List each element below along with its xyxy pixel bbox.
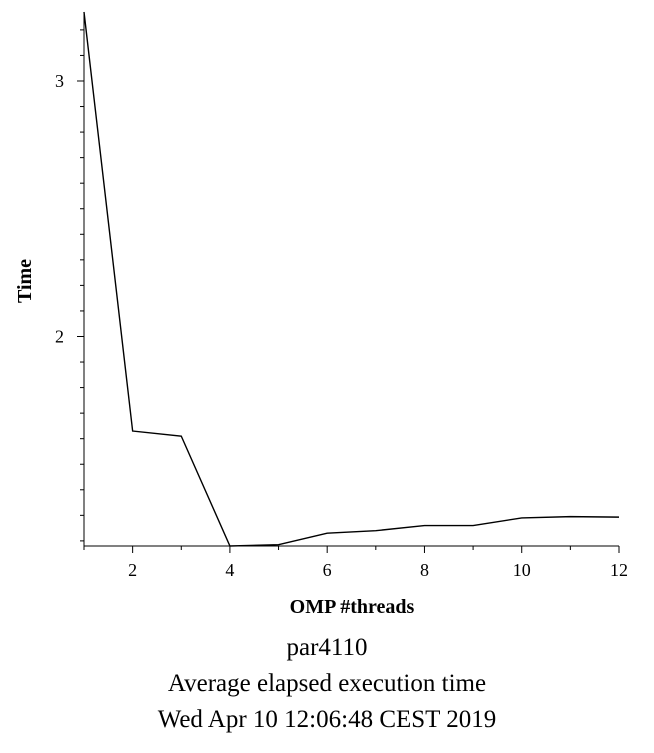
y-tick-label: 2 xyxy=(55,326,64,346)
x-tick-label: 8 xyxy=(420,560,429,580)
x-axis-title: OMP #threads xyxy=(290,596,415,618)
caption-timestamp: Wed Apr 10 12:06:48 CEST 2019 xyxy=(157,706,497,733)
x-tick-label: 4 xyxy=(225,560,234,580)
chart: 2 4 6 8 10 12 2 3 OMP #threads Time xyxy=(14,11,628,618)
x-tick-label: 10 xyxy=(513,560,531,580)
x-tick-label: 6 xyxy=(323,560,332,580)
x-tick-label: 12 xyxy=(610,560,628,580)
x-tick-label: 2 xyxy=(128,560,137,580)
caption-host: par4110 xyxy=(286,634,368,661)
chart-ticks xyxy=(77,29,620,553)
chart-axes xyxy=(83,12,619,547)
chart-tick-labels: 2 4 6 8 10 12 2 3 xyxy=(55,71,628,580)
y-axis-title: Time xyxy=(14,259,36,303)
y-tick-label: 3 xyxy=(55,71,64,91)
caption-title: Average elapsed execution time xyxy=(167,670,487,697)
series-line xyxy=(83,11,620,547)
